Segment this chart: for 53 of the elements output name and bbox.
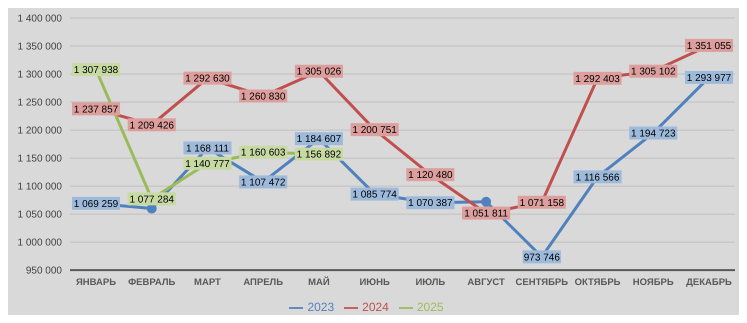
data-label: 1 160 603 bbox=[240, 148, 286, 159]
x-tick-label: МАЙ bbox=[308, 276, 330, 288]
x-tick-label: ФЕВРАЛЬ bbox=[128, 276, 176, 288]
data-label: 1 120 480 bbox=[408, 170, 454, 182]
data-label: 1 184 607 bbox=[296, 134, 342, 146]
data-label: 1 168 111 bbox=[186, 143, 230, 154]
data-label: 1 077 284 bbox=[129, 194, 174, 206]
data-label: 1 237 857 bbox=[74, 104, 119, 116]
data-label: 1 071 158 bbox=[520, 198, 564, 209]
x-tick-label: СЕНТЯБРЬ bbox=[516, 276, 568, 288]
data-label: 1 260 830 bbox=[240, 91, 286, 102]
data-label: 1 194 723 bbox=[631, 128, 676, 140]
y-tick-label: 1 400 000 bbox=[18, 14, 62, 24]
x-tick-label: ДЕКАБРЬ bbox=[686, 276, 732, 288]
data-label: 1 051 811 bbox=[464, 208, 508, 220]
legend-label: 2025 bbox=[416, 300, 444, 314]
x-tick-label: ИЮЛЬ bbox=[415, 276, 446, 288]
y-tick-label: 1 350 000 bbox=[18, 42, 62, 53]
data-label: 1 200 751 bbox=[352, 125, 398, 136]
data-label: 1 085 774 bbox=[352, 190, 398, 201]
x-tick-label: НОЯБРЬ bbox=[632, 276, 674, 288]
data-label: 1 069 259 bbox=[74, 198, 119, 210]
data-label: 1 293 977 bbox=[686, 72, 732, 84]
data-label: 1 140 777 bbox=[185, 158, 230, 170]
data-label: 1 292 630 bbox=[185, 74, 230, 85]
data-label: 1 156 892 bbox=[296, 150, 342, 161]
y-tick-label: 1 300 000 bbox=[18, 70, 62, 81]
y-tick-label: 1 000 000 bbox=[18, 238, 62, 249]
data-label: 1 107 472 bbox=[240, 177, 286, 188]
y-tick-label: 1 200 000 bbox=[18, 126, 62, 137]
data-label: 1 292 403 bbox=[575, 74, 620, 85]
point bbox=[146, 204, 157, 214]
x-tick-label: АПРЕЛЬ bbox=[243, 276, 284, 288]
point bbox=[481, 196, 492, 207]
data-label: 1 305 026 bbox=[296, 66, 342, 78]
data-label: 1 209 426 bbox=[129, 120, 174, 132]
data-label: 1 305 102 bbox=[631, 66, 676, 78]
data-label: 1 351 055 bbox=[686, 40, 732, 52]
x-tick-label: МАРТ bbox=[194, 276, 222, 288]
x-tick-label: ОКТЯБРЬ bbox=[574, 276, 621, 288]
x-tick-label: АВГУСТ bbox=[467, 276, 506, 288]
data-label: 1 307 938 bbox=[74, 65, 119, 76]
y-tick-label: 1 050 000 bbox=[18, 210, 62, 221]
data-label: 1 116 566 bbox=[576, 172, 620, 184]
data-label: 1 070 387 bbox=[408, 198, 454, 210]
legend-label: 2024 bbox=[362, 300, 389, 314]
y-tick-label: 1 250 000 bbox=[18, 98, 62, 109]
y-tick-label: 1 100 000 bbox=[18, 182, 62, 193]
x-tick-label: ИЮНЬ bbox=[359, 276, 390, 288]
y-tick-label: 1 150 000 bbox=[18, 154, 62, 165]
y-tick-label: 950 000 bbox=[26, 266, 62, 277]
legend-label: 2023 bbox=[307, 300, 334, 314]
x-tick-label: ЯНВАРЬ bbox=[76, 276, 116, 288]
